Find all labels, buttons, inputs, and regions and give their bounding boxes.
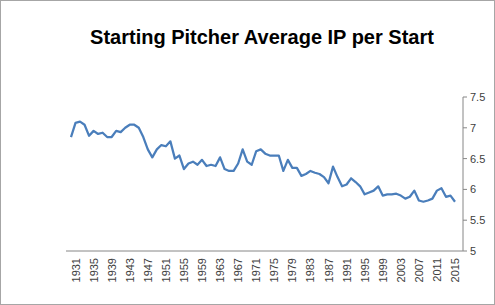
chart-title: Starting Pitcher Average IP per Start bbox=[90, 26, 434, 48]
x-tick-label: 1983 bbox=[304, 258, 316, 282]
x-tick-label: 1971 bbox=[250, 258, 262, 282]
y-tick-label: 5.5 bbox=[470, 214, 485, 226]
chart-frame bbox=[1, 1, 495, 305]
x-tick-label: 1999 bbox=[377, 258, 389, 282]
x-tick-label: 1955 bbox=[178, 258, 190, 282]
x-tick-label: 1967 bbox=[232, 258, 244, 282]
x-tick-label: 2011 bbox=[431, 258, 443, 282]
y-tick-label: 6.5 bbox=[470, 153, 485, 165]
y-tick-label: 7.5 bbox=[470, 91, 485, 103]
data-line bbox=[71, 122, 455, 202]
x-tick-label: 1975 bbox=[268, 258, 280, 282]
y-tick bbox=[463, 127, 467, 128]
y-axis-line bbox=[463, 97, 464, 251]
x-tick-label: 1935 bbox=[88, 258, 100, 282]
y-tick bbox=[463, 158, 467, 159]
x-tick-label: 1959 bbox=[196, 258, 208, 282]
x-tick-label: 1963 bbox=[214, 258, 226, 282]
y-tick bbox=[463, 97, 467, 98]
x-tick-label: 1991 bbox=[341, 258, 353, 282]
y-tick bbox=[463, 189, 467, 190]
x-tick-label: 2003 bbox=[395, 258, 407, 282]
x-tick-label: 1995 bbox=[359, 258, 371, 282]
plot-area bbox=[71, 122, 455, 202]
chart: Starting Pitcher Average IP per Start 5 5.… bbox=[0, 0, 495, 305]
y-tick-label: 5 bbox=[470, 245, 476, 257]
x-tick-label: 1931 bbox=[70, 258, 82, 282]
x-axis-line bbox=[66, 251, 463, 252]
x-tick-label: 1943 bbox=[124, 258, 136, 282]
x-tick-label: 1979 bbox=[286, 258, 298, 282]
x-tick-label: 2007 bbox=[413, 258, 425, 282]
x-tick-label: 1987 bbox=[323, 258, 335, 282]
x-tick-label: 1951 bbox=[160, 258, 172, 282]
y-tick-label: 7 bbox=[470, 122, 476, 134]
x-tick-label: 2015 bbox=[449, 258, 461, 282]
x-tick-label: 1939 bbox=[106, 258, 118, 282]
y-tick bbox=[463, 220, 467, 221]
y-tick bbox=[463, 251, 467, 252]
x-tick-label: 1947 bbox=[142, 258, 154, 282]
y-tick-label: 6 bbox=[470, 183, 476, 195]
